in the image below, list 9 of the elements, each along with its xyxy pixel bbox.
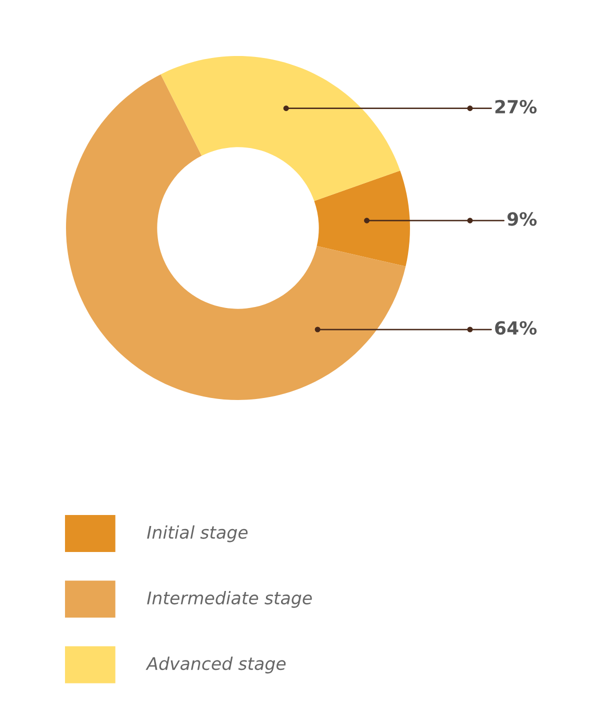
legend-label: Initial stage — [147, 525, 248, 542]
data-label: 9% — [507, 212, 537, 226]
donut-slice — [314, 170, 410, 266]
donut-slice — [160, 56, 400, 202]
legend-label: Advanced stage — [146, 656, 286, 674]
donut-slice — [66, 74, 406, 400]
legend-label: Intermediate stage — [147, 591, 312, 608]
data-label: 27% — [495, 100, 537, 114]
data-label: 64% — [495, 321, 537, 335]
